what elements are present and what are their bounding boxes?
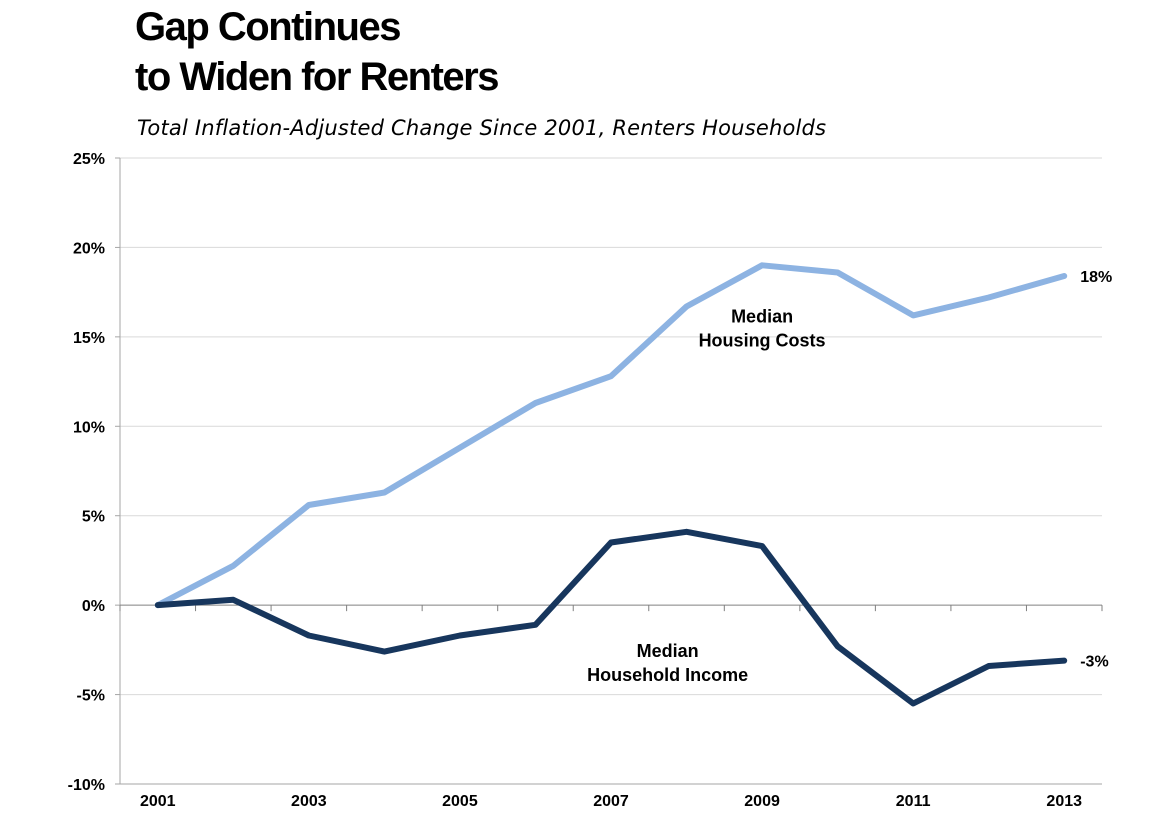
series-name-label: Housing Costs — [699, 331, 826, 351]
series-end-label: -3% — [1080, 654, 1108, 671]
chart-title: Gap Continues to Widen for Renters — [135, 2, 500, 102]
series-name-label: Median — [731, 307, 793, 327]
y-tick-label: 10% — [73, 419, 105, 436]
series-lines — [154, 262, 1068, 707]
y-tick-label: -5% — [77, 688, 105, 705]
y-tick-label: -10% — [68, 777, 105, 794]
chart-title-line-1: Gap Continues — [135, 5, 401, 49]
y-tick-label: 15% — [73, 330, 105, 347]
x-tick-label: 2003 — [291, 793, 327, 810]
x-tick-label: 2011 — [896, 793, 931, 810]
x-tick-label: 2013 — [1046, 793, 1082, 810]
series-end-label: 18% — [1080, 269, 1112, 286]
series-name-label: Household Income — [587, 665, 748, 685]
x-tick-label: 2007 — [593, 793, 629, 810]
y-tick-label: 0% — [82, 598, 105, 615]
labels: 18% Median Housing Costs -3% Median Household… — [587, 269, 1112, 685]
chart-title-line-2: to Widen for Renters — [135, 55, 500, 99]
y-tick-label: 5% — [82, 509, 105, 526]
x-tick-label: 2001 — [140, 793, 176, 810]
series-name-label: Median — [637, 641, 699, 661]
series-line-0 — [154, 262, 1068, 609]
chart-subtitle: Total Inflation-Adjusted Change Since 20… — [137, 116, 827, 140]
y-tick-label: 20% — [73, 240, 105, 257]
x-tick-label: 2009 — [744, 793, 780, 810]
axes: -10% -5% 0% 5% 10% 15% 20% 25% 2001 2003 2005 2007 2… — [68, 151, 1103, 810]
gridlines — [120, 157, 1102, 696]
x-tick-label: 2005 — [442, 793, 478, 810]
y-tick-label: 25% — [73, 151, 105, 168]
